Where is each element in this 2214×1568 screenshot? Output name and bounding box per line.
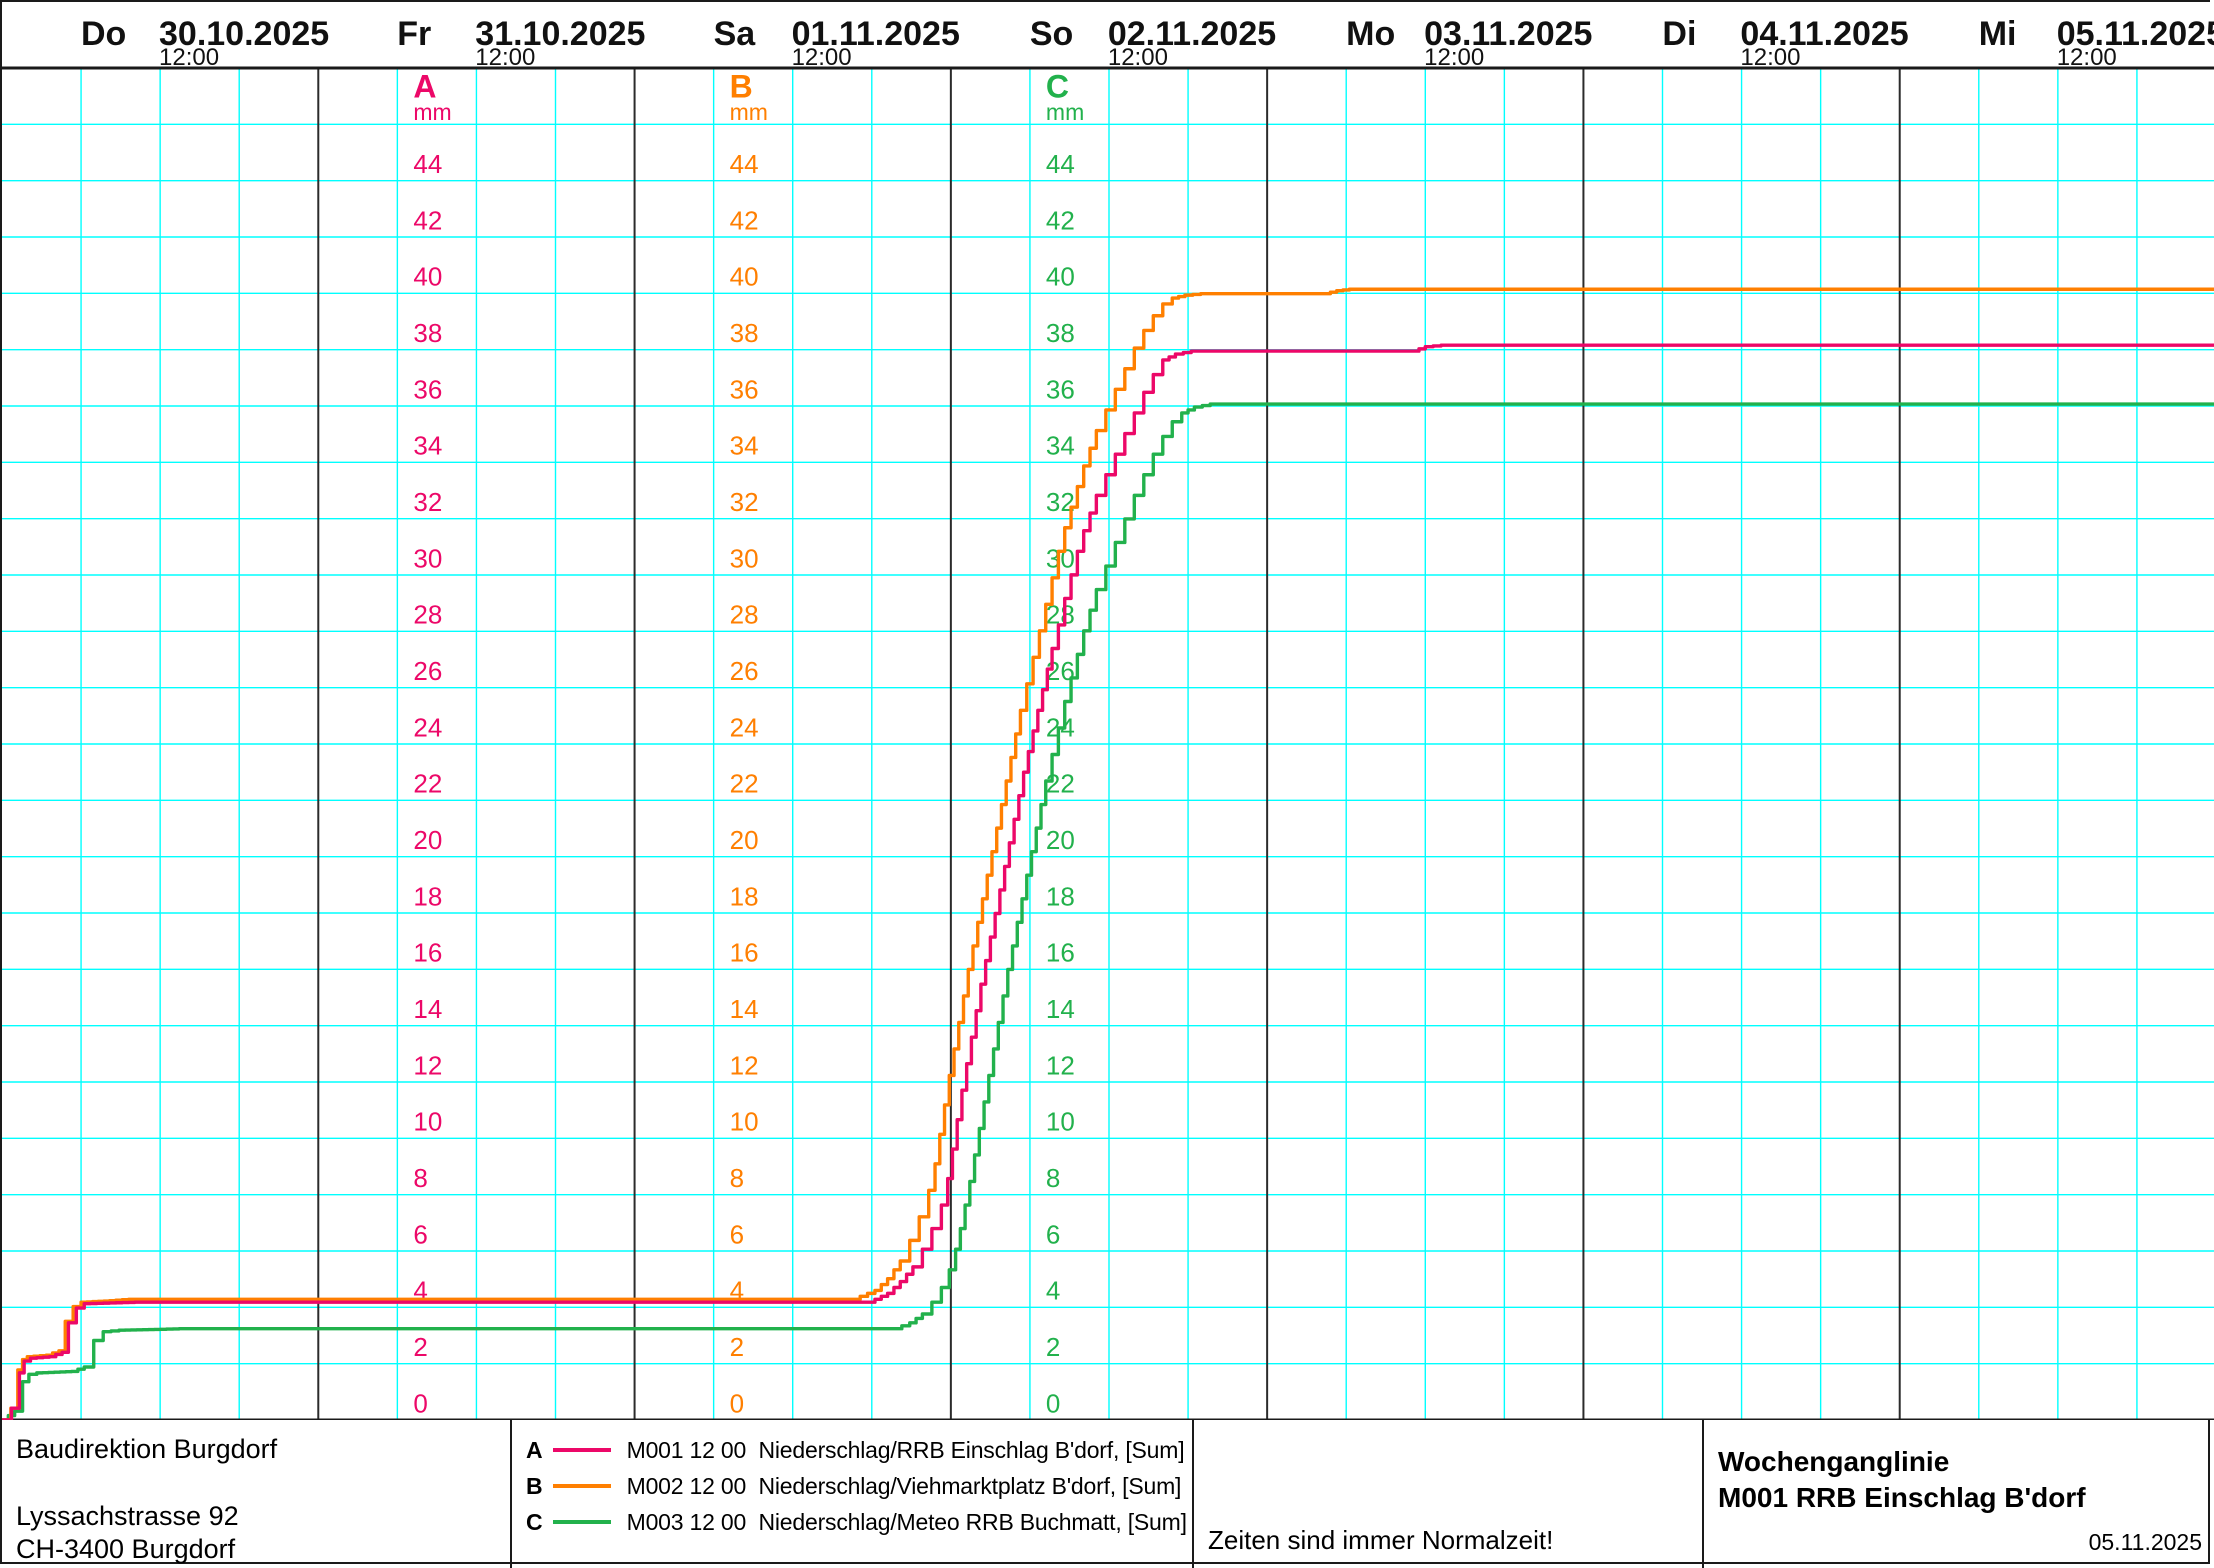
svg-text:26: 26 xyxy=(413,656,442,686)
svg-text:14: 14 xyxy=(1046,994,1075,1024)
svg-text:0: 0 xyxy=(1046,1388,1060,1418)
svg-text:18: 18 xyxy=(1046,881,1075,911)
svg-text:8: 8 xyxy=(413,1163,427,1193)
svg-text:mm: mm xyxy=(413,99,451,125)
svg-text:4: 4 xyxy=(1046,1276,1060,1306)
svg-text:38: 38 xyxy=(1046,318,1075,348)
svg-text:6: 6 xyxy=(413,1219,427,1249)
svg-text:12:00: 12:00 xyxy=(159,44,219,71)
svg-text:12:00: 12:00 xyxy=(792,44,852,71)
svg-text:28: 28 xyxy=(730,600,759,630)
svg-text:10: 10 xyxy=(730,1107,759,1137)
svg-text:12:00: 12:00 xyxy=(2057,44,2117,71)
svg-text:22: 22 xyxy=(413,769,442,799)
svg-text:16: 16 xyxy=(730,938,759,968)
svg-text:44: 44 xyxy=(1046,149,1075,179)
svg-text:12:00: 12:00 xyxy=(1740,44,1800,71)
svg-text:24: 24 xyxy=(730,712,759,742)
svg-text:38: 38 xyxy=(413,318,442,348)
svg-text:8: 8 xyxy=(730,1163,744,1193)
svg-text:12: 12 xyxy=(1046,1050,1075,1080)
svg-text:22: 22 xyxy=(1046,769,1075,799)
svg-text:12: 12 xyxy=(730,1050,759,1080)
svg-text:0: 0 xyxy=(730,1388,744,1418)
svg-text:2: 2 xyxy=(730,1332,744,1362)
svg-text:40: 40 xyxy=(1046,262,1075,292)
svg-text:Fr: Fr xyxy=(397,15,431,53)
svg-text:0: 0 xyxy=(413,1388,427,1418)
svg-text:16: 16 xyxy=(1046,938,1075,968)
svg-text:28: 28 xyxy=(413,600,442,630)
svg-text:So: So xyxy=(1030,15,1073,53)
svg-text:34: 34 xyxy=(1046,431,1075,461)
svg-text:12:00: 12:00 xyxy=(1108,44,1168,71)
svg-text:10: 10 xyxy=(1046,1107,1075,1137)
svg-text:34: 34 xyxy=(730,431,759,461)
svg-text:32: 32 xyxy=(413,487,442,517)
svg-text:12:00: 12:00 xyxy=(1424,44,1484,71)
svg-text:6: 6 xyxy=(730,1219,744,1249)
svg-text:42: 42 xyxy=(730,205,759,235)
svg-text:6: 6 xyxy=(1046,1219,1060,1249)
svg-text:Mo: Mo xyxy=(1346,15,1395,53)
svg-text:12: 12 xyxy=(413,1050,442,1080)
svg-text:42: 42 xyxy=(413,205,442,235)
svg-text:2: 2 xyxy=(413,1332,427,1362)
svg-text:Mi: Mi xyxy=(1979,15,2017,53)
svg-text:22: 22 xyxy=(730,769,759,799)
svg-text:32: 32 xyxy=(730,487,759,517)
svg-text:10: 10 xyxy=(413,1107,442,1137)
svg-text:40: 40 xyxy=(730,262,759,292)
svg-text:30: 30 xyxy=(730,543,759,573)
svg-text:36: 36 xyxy=(413,374,442,404)
svg-text:38: 38 xyxy=(730,318,759,348)
svg-text:16: 16 xyxy=(413,938,442,968)
svg-text:mm: mm xyxy=(1046,99,1084,125)
svg-text:44: 44 xyxy=(730,149,759,179)
svg-text:Do: Do xyxy=(81,15,126,53)
svg-text:20: 20 xyxy=(730,825,759,855)
svg-text:26: 26 xyxy=(730,656,759,686)
svg-text:36: 36 xyxy=(730,374,759,404)
svg-text:20: 20 xyxy=(413,825,442,855)
svg-text:42: 42 xyxy=(1046,205,1075,235)
svg-text:2: 2 xyxy=(1046,1332,1060,1362)
svg-text:mm: mm xyxy=(730,99,768,125)
svg-text:12:00: 12:00 xyxy=(475,44,535,71)
svg-text:34: 34 xyxy=(413,431,442,461)
svg-text:14: 14 xyxy=(413,994,442,1024)
svg-text:20: 20 xyxy=(1046,825,1075,855)
svg-text:14: 14 xyxy=(730,994,759,1024)
svg-text:30: 30 xyxy=(413,543,442,573)
svg-text:18: 18 xyxy=(413,881,442,911)
svg-text:36: 36 xyxy=(1046,374,1075,404)
svg-text:Sa: Sa xyxy=(714,15,757,53)
svg-text:8: 8 xyxy=(1046,1163,1060,1193)
svg-text:Di: Di xyxy=(1662,15,1696,53)
svg-text:30: 30 xyxy=(1046,543,1075,573)
svg-text:44: 44 xyxy=(413,149,442,179)
svg-text:24: 24 xyxy=(413,712,442,742)
svg-text:40: 40 xyxy=(413,262,442,292)
svg-text:18: 18 xyxy=(730,881,759,911)
